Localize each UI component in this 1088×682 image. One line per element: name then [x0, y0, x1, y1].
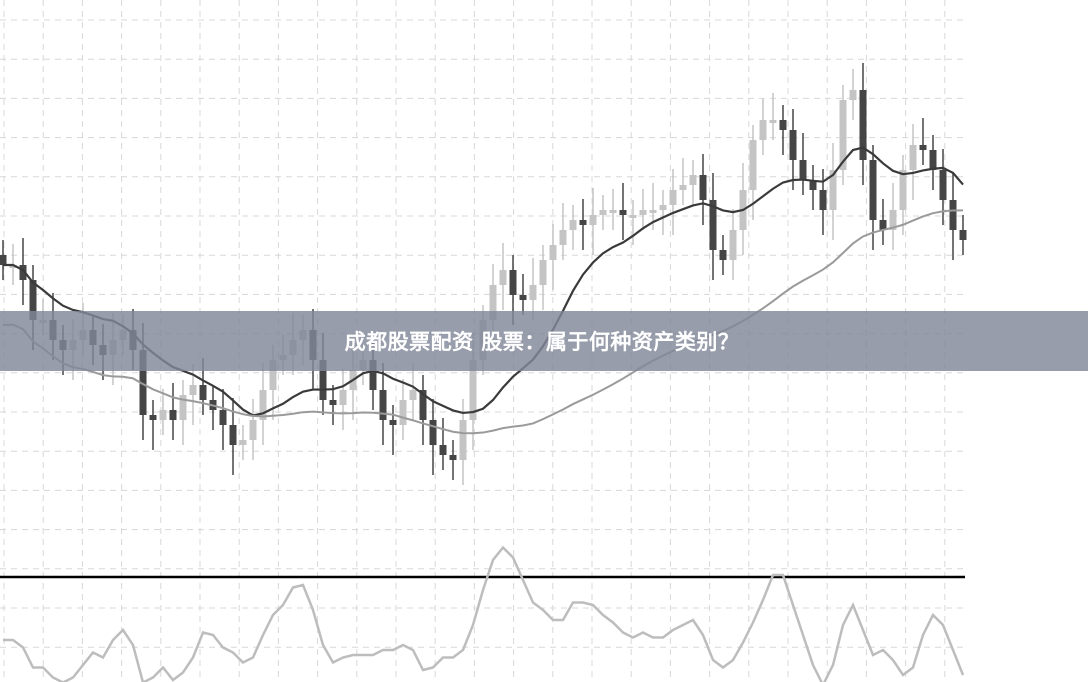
- candle-body: [789, 130, 797, 160]
- candle-body: [539, 260, 547, 285]
- candle-body: [619, 210, 627, 215]
- candle-body: [429, 420, 437, 445]
- candle-body: [839, 100, 847, 170]
- candle-body: [919, 145, 927, 150]
- candle-body: [169, 410, 177, 420]
- candle-body: [409, 390, 417, 400]
- candle-body: [389, 420, 397, 425]
- candle-body: [559, 230, 567, 245]
- candle-body: [379, 390, 387, 420]
- candle-body: [959, 230, 967, 240]
- candle-body: [609, 210, 617, 213]
- candle-body: [799, 160, 807, 180]
- candle-body: [769, 120, 777, 123]
- candle-body: [229, 425, 237, 445]
- title-banner: 成都股票配资 股票：属于何种资产类别？: [0, 311, 1088, 371]
- candle-body: [649, 210, 657, 213]
- candle-body: [819, 190, 827, 210]
- candle-body: [709, 200, 717, 250]
- candle-body: [269, 360, 277, 390]
- candle-body: [589, 215, 597, 225]
- candle-body: [339, 390, 347, 405]
- candle-body: [439, 445, 447, 455]
- candle-body: [699, 175, 707, 200]
- candle-body: [459, 420, 467, 460]
- candle-body: [669, 190, 677, 205]
- candle-body: [399, 400, 407, 425]
- candle-body: [419, 390, 427, 420]
- candle-body: [949, 200, 957, 230]
- candle-body: [579, 220, 587, 225]
- candle-body: [449, 455, 457, 460]
- candle-body: [179, 395, 187, 420]
- oscillator-line: [3, 545, 965, 682]
- candle-body: [629, 215, 637, 218]
- candle-body: [239, 440, 247, 445]
- candle-body: [859, 90, 867, 160]
- candle-body: [749, 140, 757, 190]
- candle-body: [219, 410, 227, 425]
- candle-body: [779, 120, 787, 130]
- candle-body: [529, 285, 537, 300]
- candle-body: [139, 350, 147, 415]
- candle-body: [829, 170, 837, 210]
- candle-body: [549, 245, 557, 260]
- candle-body: [499, 270, 507, 285]
- candle-body: [149, 415, 157, 420]
- candle-body: [0, 255, 7, 265]
- candle-body: [889, 210, 897, 230]
- candle-body: [199, 385, 207, 400]
- candle-body: [599, 210, 607, 215]
- candle-body: [849, 90, 857, 100]
- candle-body: [759, 120, 767, 140]
- candle-body: [519, 295, 527, 300]
- candle-body: [569, 220, 577, 230]
- page-title: 成都股票配资 股票：属于何种资产类别？: [344, 330, 740, 354]
- candle-body: [369, 360, 377, 390]
- candle-body: [899, 170, 907, 210]
- candle-body: [159, 410, 167, 420]
- candle-body: [29, 280, 37, 320]
- candle-body: [689, 175, 697, 185]
- candle-body: [9, 265, 17, 268]
- candle-body: [679, 185, 687, 190]
- candle-body: [659, 205, 667, 210]
- candle-body: [729, 230, 737, 260]
- candle-body: [719, 250, 727, 260]
- candle-body: [329, 400, 337, 405]
- candle-body: [319, 360, 327, 400]
- candle-body: [929, 150, 937, 170]
- candle-body: [469, 360, 477, 420]
- candle-body: [19, 265, 27, 280]
- candle-body: [259, 390, 267, 420]
- candle-body: [909, 145, 917, 170]
- candle-body: [249, 420, 257, 440]
- candle-body: [489, 285, 497, 320]
- candle-body: [639, 210, 647, 215]
- moving-average-slow: [2, 209, 964, 435]
- candle-body: [939, 170, 947, 200]
- moving-average-fast: [3, 146, 964, 417]
- candle-body: [879, 220, 887, 230]
- candle-body: [509, 270, 517, 295]
- candle-body: [189, 385, 197, 395]
- candle-body: [809, 180, 817, 190]
- candle-body: [869, 160, 877, 220]
